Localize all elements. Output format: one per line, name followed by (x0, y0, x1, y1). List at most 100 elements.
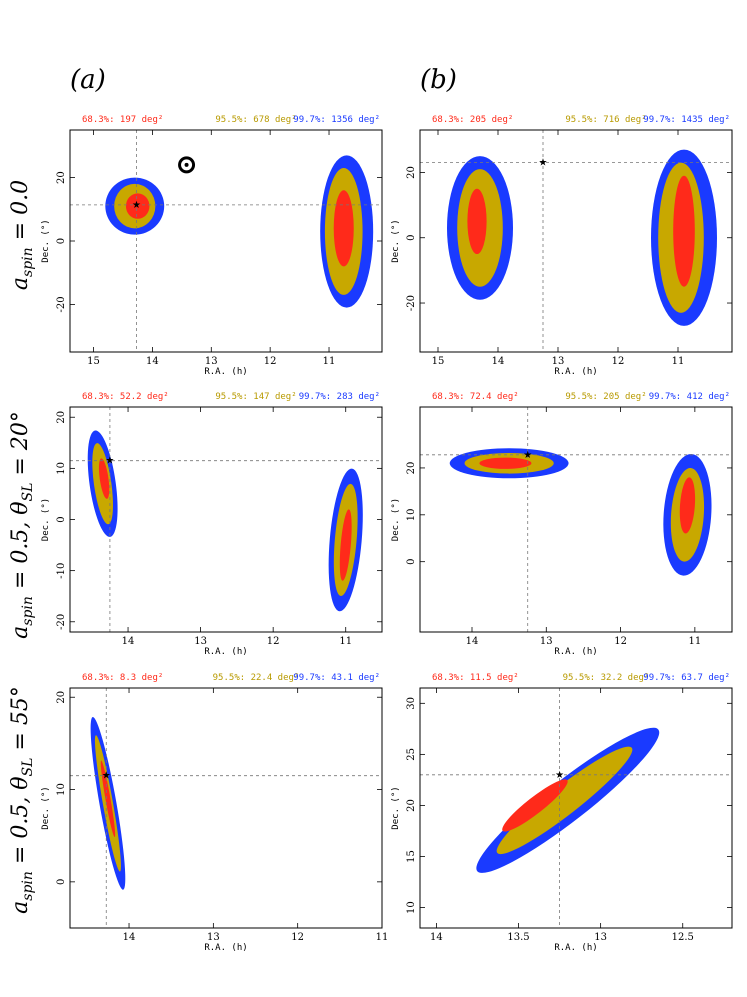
y-tick-label: 20 (406, 462, 417, 475)
y-tick-label: 20 (406, 166, 417, 179)
y-axis-label: Dec. (°) (41, 786, 51, 829)
x-tick-label: 12 (267, 636, 280, 647)
y-tick-label: 15 (406, 850, 417, 863)
y-tick-label: 20 (56, 171, 67, 184)
area-95-label: 95.5%: 32.2 deg² (563, 673, 650, 683)
region-68-2 (502, 779, 568, 832)
area-95-label: 95.5%: 205 deg² (565, 392, 646, 402)
x-axis-label: R.A. (h) (204, 647, 247, 657)
x-tick-label: 11 (688, 636, 701, 647)
area-99-label: 99.7%: 283 deg² (299, 392, 380, 402)
area-99-label: 99.7%: 63.7 deg² (643, 673, 730, 683)
x-tick-label: 13 (194, 636, 207, 647)
x-tick-label: 13 (552, 356, 565, 367)
true-position-marker: ★ (132, 200, 141, 211)
x-tick-label: 13 (207, 932, 220, 943)
column-header-a: (a) (70, 65, 106, 95)
area-68-label: 68.3%: 8.3 deg² (82, 673, 163, 683)
y-tick-label: 0 (56, 879, 67, 885)
x-axis-label: R.A. (h) (204, 943, 247, 953)
x-tick-label: 13 (205, 356, 218, 367)
y-tick-label: 30 (406, 697, 417, 710)
panel-b2: ★ 14 13.5 13 12.5 10 15 20 25 30 R.A. (h) Dec. (°) 6… (391, 673, 733, 953)
x-axis-label: R.A. (h) (554, 647, 597, 657)
true-position-marker: ★ (523, 450, 532, 461)
y-tick-label: 0 (56, 238, 67, 244)
y-axis-label: Dec. (°) (41, 219, 51, 262)
area-68-label: 68.3%: 11.5 deg² (432, 673, 519, 683)
true-position-marker: ★ (102, 771, 111, 782)
y-tick-label: 10 (406, 508, 417, 521)
x-tick-label: 12 (291, 932, 304, 943)
y-axis-label: Dec. (°) (41, 498, 51, 541)
x-tick-label: 14 (466, 636, 479, 647)
area-95-label: 95.5%: 716 deg² (565, 115, 646, 125)
area-99-label: 99.7%: 1435 deg² (643, 115, 730, 125)
panel-a1: ★ 14 13 12 11 -20 -10 0 10 20 R.A. (h) Dec. (°) 68.3… (41, 392, 383, 657)
x-tick-label: 11 (323, 356, 336, 367)
x-tick-label: 12 (612, 356, 625, 367)
region-95-1 (496, 746, 633, 855)
x-axis-label: R.A. (h) (204, 367, 247, 377)
x-tick-label: 11 (376, 932, 389, 943)
area-68-label: 68.3%: 197 deg² (82, 115, 163, 125)
area-99-label: 99.7%: 412 deg² (649, 392, 730, 402)
plot-frame (69, 687, 383, 929)
x-tick-label: 14 (122, 636, 135, 647)
panel-b0: ★ 15 14 13 12 11 -20 0 20 R.A. (h) Dec. (°) 68.3%: … (391, 115, 733, 377)
y-tick-label: 10 (406, 901, 417, 914)
y-tick-label: 0 (56, 516, 67, 522)
y-tick-label: 25 (406, 748, 417, 761)
y-tick-label: -10 (56, 563, 67, 579)
y-tick-label: 20 (406, 799, 417, 812)
true-position-marker: ★ (539, 158, 548, 169)
x-tick-label: 15 (87, 356, 100, 367)
x-tick-label: 14 (123, 932, 136, 943)
area-99-label: 99.7%: 43.1 deg² (293, 673, 380, 683)
y-tick-label: -20 (56, 296, 67, 312)
panel-b1: ★ 14 13 12 11 0 10 20 R.A. (h) Dec. (°) 68.3%: 72.… (391, 392, 733, 657)
row-label-2: aspin = 0.5, θSL = 55° (8, 686, 36, 914)
y-tick-label: 10 (56, 462, 67, 475)
true-position-marker: ★ (105, 456, 114, 467)
x-tick-label: 13.5 (507, 932, 529, 943)
x-tick-label: 14 (492, 356, 505, 367)
y-tick-label: 20 (56, 411, 67, 424)
y-tick-label: 20 (56, 691, 67, 704)
x-tick-label: 12 (264, 356, 277, 367)
x-tick-label: 12 (614, 636, 627, 647)
source-marker-dot (184, 162, 189, 167)
region-68-2 (333, 190, 354, 267)
x-tick-label: 14 (146, 356, 159, 367)
region-68-2 (100, 760, 116, 837)
region-68-2 (673, 175, 695, 287)
x-tick-label: 13 (540, 636, 553, 647)
plot-frame (419, 687, 733, 929)
area-95-label: 95.5%: 22.4 deg² (213, 673, 300, 683)
region-68-5 (467, 188, 487, 255)
x-axis-label: R.A. (h) (554, 943, 597, 953)
y-tick-label: -20 (56, 614, 67, 630)
x-tick-label: 12.5 (672, 932, 694, 943)
x-tick-label: 11 (339, 636, 352, 647)
region-68-2 (479, 457, 532, 469)
row-label-0: aspin = 0.0 (8, 180, 36, 290)
x-tick-label: 13 (594, 932, 607, 943)
x-tick-label: 15 (432, 356, 445, 367)
region-68-5 (339, 509, 352, 581)
panel-a0: ★ 15 14 13 12 11 -20 0 20 R.A. (h) Dec. (°) 68.3%: … (41, 115, 383, 377)
x-tick-label: 11 (672, 356, 685, 367)
y-tick-label: 0 (406, 559, 417, 565)
plot-frame (419, 129, 733, 353)
y-axis-label: Dec. (°) (391, 498, 401, 541)
true-position-marker: ★ (555, 770, 564, 781)
area-95-label: 95.5%: 147 deg² (215, 392, 296, 402)
y-tick-label: 10 (56, 783, 67, 796)
x-axis-label: R.A. (h) (554, 367, 597, 377)
region-68-5 (125, 193, 150, 219)
x-tick-label: 14 (430, 932, 443, 943)
row-label-1: aspin = 0.5, θSL = 20° (8, 411, 36, 639)
panel-a2: ★ 14 13 12 11 0 10 20 R.A. (h) Dec. (°) 68.3%: 8.3… (41, 673, 388, 953)
region-68-5 (679, 477, 696, 534)
